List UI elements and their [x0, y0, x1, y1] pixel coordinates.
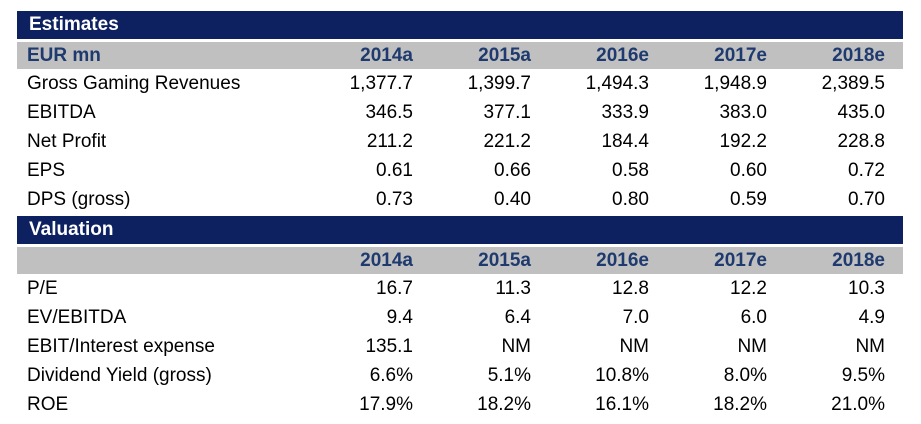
cell-value: 8.0%: [723, 364, 767, 386]
cell-value: 435.0: [837, 101, 885, 123]
cell-value: 11.3: [495, 277, 531, 299]
cell-value: 1,948.9: [703, 72, 767, 94]
table-row-net-profit: Net Profit 211.2 221.2 184.4 192.2 228.8: [17, 127, 903, 156]
cell-value: 211.2: [366, 130, 413, 152]
column-header-2016e: 2016e: [596, 44, 649, 66]
cell-value: 16.7: [376, 277, 413, 299]
cell-value: 6.0: [740, 306, 767, 328]
table-row-dividend-yield-gross: Dividend Yield (gross) 6.6% 5.1% 10.8% 8…: [17, 361, 903, 390]
cell-value: 9.4: [386, 306, 413, 328]
column-header-2017e: 2017e: [714, 249, 767, 271]
cell-value: 0.58: [612, 159, 649, 181]
row-label: Gross Gaming Revenues: [27, 72, 241, 94]
row-label: EBIT/Interest expense: [27, 335, 215, 357]
estimates-section: Estimates EUR mn 2014a 2015a 2016e 2017e…: [17, 11, 903, 214]
cell-value: 12.2: [730, 277, 767, 299]
estimates-section-header: Estimates: [17, 11, 903, 39]
cell-value: 184.4: [601, 130, 649, 152]
unit-label: EUR mn: [27, 44, 101, 66]
cell-value: 383.0: [719, 101, 767, 123]
cell-value: 0.66: [494, 159, 531, 181]
table-row-ebitda: EBITDA 346.5 377.1 333.9 383.0 435.0: [17, 98, 903, 127]
valuation-column-header-row: 2014a 2015a 2016e 2017e 2018e: [17, 247, 903, 274]
cell-value: NM: [501, 335, 531, 357]
cell-value: 21.0%: [831, 393, 885, 415]
cell-value: 0.72: [848, 159, 885, 181]
cell-value: 0.40: [494, 188, 531, 210]
cell-value: 6.4: [504, 306, 531, 328]
row-label: Net Profit: [27, 130, 107, 152]
cell-value: 1,494.3: [585, 72, 649, 94]
valuation-section-header: Valuation: [17, 216, 903, 244]
cell-value: 9.5%: [841, 364, 885, 386]
table-row-pe: P/E 16.7 11.3 12.8 12.2 10.3: [17, 274, 903, 303]
cell-value: 221.2: [483, 130, 531, 152]
cell-value: 377.1: [483, 101, 531, 123]
cell-value: 0.80: [612, 188, 649, 210]
row-label: EBITDA: [27, 101, 96, 123]
cell-value: 2,389.5: [821, 72, 885, 94]
cell-value: 7.0: [622, 306, 649, 328]
cell-value: 10.3: [848, 277, 885, 299]
row-label: EPS: [27, 159, 66, 181]
cell-value: 1,377.7: [349, 72, 413, 94]
section-title: Valuation: [29, 219, 114, 240]
valuation-section: Valuation 2014a 2015a 2016e 2017e 2018e …: [17, 216, 903, 419]
cell-value: 5.1%: [487, 364, 531, 386]
section-title: Estimates: [29, 14, 119, 35]
cell-value: 0.73: [376, 188, 413, 210]
cell-value: 135.1: [365, 335, 413, 357]
cell-value: 333.9: [601, 101, 649, 123]
cell-value: 4.9: [858, 306, 885, 328]
cell-value: 0.59: [730, 188, 767, 210]
estimates-column-header-row: EUR mn 2014a 2015a 2016e 2017e 2018e: [17, 42, 903, 69]
column-header-2015a: 2015a: [478, 44, 531, 66]
table-row-roe: ROE 17.9% 18.2% 16.1% 18.2% 21.0%: [17, 390, 903, 419]
cell-value: 0.61: [376, 159, 413, 181]
table-row-ev-ebitda: EV/EBITDA 9.4 6.4 7.0 6.0 4.9: [17, 303, 903, 332]
cell-value: 10.8%: [595, 364, 649, 386]
cell-value: NM: [619, 335, 649, 357]
cell-value: 228.8: [837, 130, 885, 152]
table-row-gross-gaming-revenues: Gross Gaming Revenues 1,377.7 1,399.7 1,…: [17, 69, 903, 98]
cell-value: 0.60: [730, 159, 767, 181]
cell-value: NM: [737, 335, 767, 357]
column-header-2014a: 2014a: [360, 249, 413, 271]
cell-value: 0.70: [848, 188, 885, 210]
cell-value: 16.1%: [595, 393, 649, 415]
column-header-2017e: 2017e: [714, 44, 767, 66]
table-row-eps: EPS 0.61 0.66 0.58 0.60 0.72: [17, 156, 903, 185]
cell-value: 6.6%: [369, 364, 413, 386]
cell-value: 17.9%: [359, 393, 413, 415]
table-row-dps-gross: DPS (gross) 0.73 0.40 0.80 0.59 0.70: [17, 185, 903, 214]
row-label: ROE: [27, 393, 69, 415]
column-header-2018e: 2018e: [832, 249, 885, 271]
cell-value: 192.2: [719, 130, 767, 152]
cell-value: 12.8: [612, 277, 649, 299]
column-header-2016e: 2016e: [596, 249, 649, 271]
cell-value: 346.5: [365, 101, 413, 123]
row-label: EV/EBITDA: [27, 306, 127, 328]
row-label: Dividend Yield (gross): [27, 364, 212, 386]
row-label: DPS (gross): [27, 188, 131, 210]
cell-value: 18.2%: [477, 393, 531, 415]
cell-value: NM: [855, 335, 885, 357]
column-header-2015a: 2015a: [478, 249, 531, 271]
table-row-ebit-interest-expense: EBIT/Interest expense 135.1 NM NM NM NM: [17, 332, 903, 361]
row-label: P/E: [27, 277, 58, 299]
column-header-2014a: 2014a: [360, 44, 413, 66]
column-header-2018e: 2018e: [832, 44, 885, 66]
cell-value: 18.2%: [713, 393, 767, 415]
financial-tables: Estimates EUR mn 2014a 2015a 2016e 2017e…: [17, 11, 903, 419]
cell-value: 1,399.7: [467, 72, 531, 94]
